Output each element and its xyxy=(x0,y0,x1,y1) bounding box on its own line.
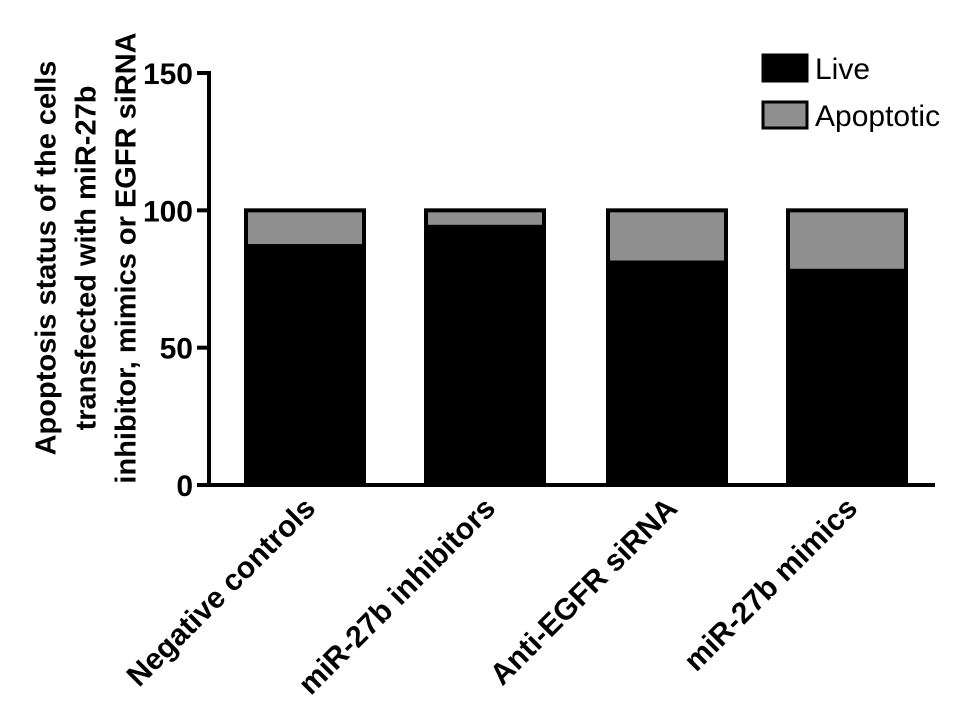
bar-apoptotic xyxy=(244,208,366,249)
x-tick-label: miR-27b inhibitors xyxy=(292,492,502,702)
y-axis-label-line: transfected with miR-27b xyxy=(71,86,103,431)
bar-live xyxy=(244,244,366,487)
legend-label: Live xyxy=(815,53,870,86)
bar-live xyxy=(424,224,546,488)
y-axis-label-line: inhibitor, mimics or EGFR siRNA xyxy=(111,32,143,483)
y-axis-label-line: Apoptosis status of the cells xyxy=(31,61,63,456)
y-tick-label: 0 xyxy=(176,470,193,503)
bar-live xyxy=(786,268,908,488)
legend-swatch xyxy=(761,53,809,83)
y-tick-label: 50 xyxy=(160,333,193,366)
legend: Live Apoptotic xyxy=(761,53,940,133)
bars xyxy=(244,208,908,488)
y-tick-label: 150 xyxy=(143,58,193,91)
x-tick-label: Anti-EGFR siRNA xyxy=(484,492,684,692)
legend-label: Apoptotic xyxy=(815,100,940,133)
y-axis-label: Apoptosis status of the cells transfected… xyxy=(31,32,143,483)
y-tick-label: 100 xyxy=(143,195,193,228)
bar-live xyxy=(606,260,728,487)
bar-apoptotic xyxy=(424,208,546,229)
bar-apoptotic xyxy=(606,208,728,265)
x-tick-label: Negative controls xyxy=(121,492,322,693)
bar-apoptotic xyxy=(786,208,908,273)
legend-swatch xyxy=(761,100,809,130)
x-tick-label: miR-27b mimics xyxy=(678,492,864,678)
